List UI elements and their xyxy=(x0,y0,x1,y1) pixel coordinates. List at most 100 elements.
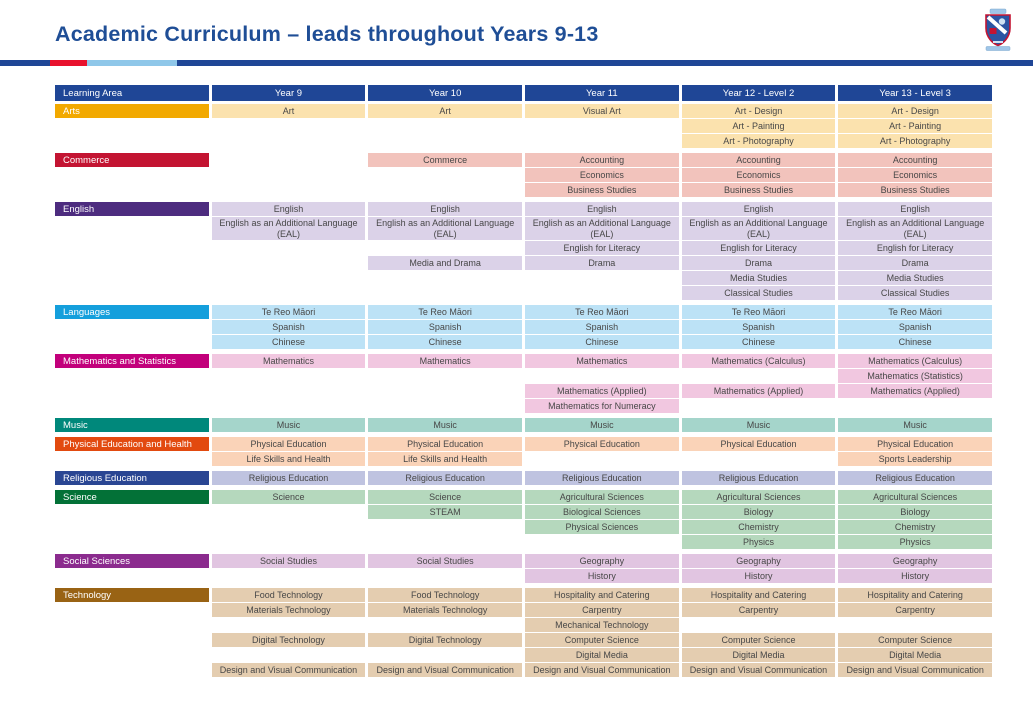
empty-cell xyxy=(212,286,366,300)
column-header-year-9: Year 9 xyxy=(211,85,366,101)
course-cell-computer-science: Computer Science xyxy=(525,633,679,647)
course-cell-design-and-visual-communication: Design and Visual Communication xyxy=(525,663,679,677)
course-cell-art-photography: Art - Photography xyxy=(681,134,836,148)
empty-cell xyxy=(525,452,679,466)
empty-cell xyxy=(55,663,209,677)
course-cell-commerce: Commerce xyxy=(368,153,522,167)
accent-bar-segment-3 xyxy=(177,60,1033,66)
empty-cell xyxy=(368,271,522,285)
section-commerce: Commerce Commerce Accounting Accounting Acco… xyxy=(55,153,992,197)
course-cell-religious-education: Religious Education xyxy=(838,471,992,485)
empty-cell xyxy=(55,633,209,647)
course-cell-te-reo-m-ori: Te Reo Māori xyxy=(681,305,836,319)
empty-cell xyxy=(55,535,209,549)
section-religious-education: Religious Education Religious Education Re… xyxy=(55,471,992,485)
column-header-year-10: Year 10 xyxy=(368,85,522,101)
course-cell-physical-education: Physical Education xyxy=(681,437,836,451)
course-cell-biological-sciences: Biological Sciences xyxy=(525,505,679,519)
course-cell-art: Art xyxy=(211,104,366,118)
course-cell-food-technology: Food Technology xyxy=(211,588,366,602)
section-languages: Languages Te Reo Māori Te Reo Māori Te Reo … xyxy=(55,305,992,349)
course-cell-mathematics: Mathematics xyxy=(368,354,522,368)
empty-cell xyxy=(55,648,209,662)
course-cell-chemistry: Chemistry xyxy=(838,520,992,534)
empty-cell xyxy=(212,648,366,662)
course-cell-art-design: Art - Design xyxy=(681,104,836,118)
empty-cell xyxy=(682,452,836,466)
course-cell-english: English xyxy=(525,202,679,216)
empty-cell xyxy=(55,168,209,182)
course-cell-music: Music xyxy=(368,418,522,432)
course-cell-music: Music xyxy=(211,418,366,432)
course-cell-english-for-literacy: English for Literacy xyxy=(681,241,836,255)
learning-area-label-science: Science xyxy=(55,490,209,504)
course-cell-music: Music xyxy=(525,418,679,432)
course-cell-physics: Physics xyxy=(681,535,836,549)
section-social-sciences: Social Sciences Social Studies Social Stud… xyxy=(55,554,992,583)
course-cell-chinese: Chinese xyxy=(838,335,992,349)
course-cell-digital-media: Digital Media xyxy=(681,648,836,662)
section-music: Music Music Music Music Music Music xyxy=(55,418,992,432)
empty-cell xyxy=(212,384,366,398)
accent-bar xyxy=(0,60,1033,66)
empty-cell xyxy=(212,618,366,632)
empty-cell xyxy=(212,569,366,583)
course-cell-media-and-drama: Media and Drama xyxy=(368,256,522,270)
course-cell-life-skills-and-health: Life Skills and Health xyxy=(211,452,366,466)
empty-cell xyxy=(368,520,522,534)
course-cell-business-studies: Business Studies xyxy=(681,183,836,197)
course-cell-history: History xyxy=(838,569,992,583)
course-cell-chinese: Chinese xyxy=(211,335,366,349)
empty-cell xyxy=(55,241,209,255)
course-cell-economics: Economics xyxy=(838,168,992,182)
course-cell-classical-studies: Classical Studies xyxy=(681,286,836,300)
empty-cell xyxy=(368,286,522,300)
course-cell-religious-education: Religious Education xyxy=(681,471,836,485)
course-cell-art-design: Art - Design xyxy=(838,104,992,118)
empty-cell xyxy=(55,369,209,383)
course-cell-te-reo-m-ori: Te Reo Māori xyxy=(838,305,992,319)
course-cell-music: Music xyxy=(681,418,836,432)
course-cell-mathematics-applied: Mathematics (Applied) xyxy=(525,384,679,398)
course-cell-media-studies: Media Studies xyxy=(681,271,836,285)
course-cell-te-reo-m-ori: Te Reo Māori xyxy=(368,305,522,319)
course-cell-digital-media: Digital Media xyxy=(838,648,992,662)
page-title: Academic Curriculum – leads throughout Y… xyxy=(55,22,599,46)
empty-cell xyxy=(212,399,366,413)
course-cell-history: History xyxy=(681,569,836,583)
empty-cell xyxy=(368,168,522,182)
learning-area-label-english: English xyxy=(55,202,209,216)
course-cell-drama: Drama xyxy=(525,256,679,270)
learning-area-label-social-sciences: Social Sciences xyxy=(55,554,209,568)
empty-cell xyxy=(212,183,366,197)
course-cell-religious-education: Religious Education xyxy=(368,471,522,485)
school-crest-logo xyxy=(981,8,1015,52)
course-cell-science: Science xyxy=(368,490,522,504)
course-cell-mathematics-calculus: Mathematics (Calculus) xyxy=(838,354,992,368)
course-cell-geography: Geography xyxy=(681,554,836,568)
empty-cell xyxy=(55,384,209,398)
learning-area-label-arts: Arts xyxy=(55,104,209,118)
empty-cell xyxy=(682,618,836,632)
course-cell-english-for-literacy: English for Literacy xyxy=(525,241,679,255)
course-cell-chinese: Chinese xyxy=(368,335,522,349)
course-cell-mathematics-for-numeracy: Mathematics for Numeracy xyxy=(525,399,679,413)
empty-cell xyxy=(368,134,522,148)
empty-cell xyxy=(55,569,209,583)
empty-cell xyxy=(212,134,366,148)
course-cell-design-and-visual-communication: Design and Visual Communication xyxy=(681,663,836,677)
course-cell-business-studies: Business Studies xyxy=(838,183,992,197)
empty-cell xyxy=(55,603,209,617)
course-cell-steam: STEAM xyxy=(368,505,522,519)
course-cell-english-as-an-additional-language-eal: English as an Additional Language (EAL) xyxy=(681,217,836,240)
empty-cell xyxy=(525,369,679,383)
course-cell-english-for-literacy: English for Literacy xyxy=(838,241,992,255)
course-cell-english-as-an-additional-language-eal: English as an Additional Language (EAL) xyxy=(838,217,992,240)
course-cell-food-technology: Food Technology xyxy=(368,588,522,602)
course-cell-te-reo-m-ori: Te Reo Māori xyxy=(211,305,366,319)
course-cell-drama: Drama xyxy=(838,256,992,270)
course-cell-social-studies: Social Studies xyxy=(211,554,366,568)
course-cell-mathematics-applied: Mathematics (Applied) xyxy=(681,384,836,398)
course-cell-hospitality-and-catering: Hospitality and Catering xyxy=(838,588,992,602)
learning-area-label-physical-education-and-health: Physical Education and Health xyxy=(55,437,209,451)
